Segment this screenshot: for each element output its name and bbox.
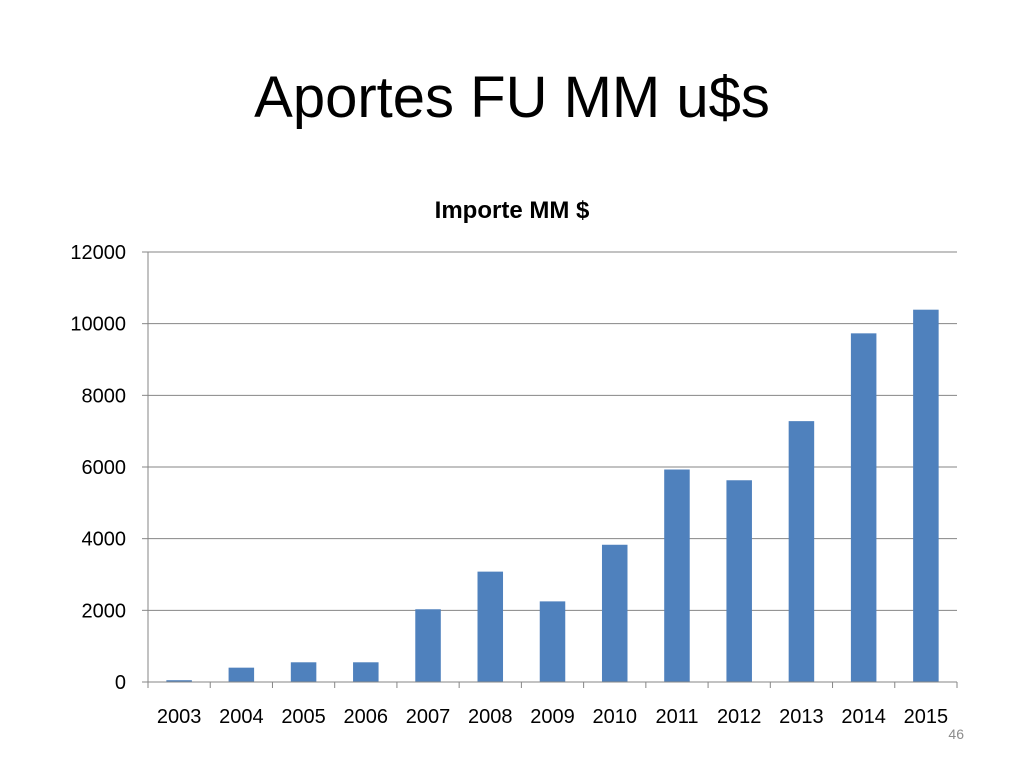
bar-2004 [228,667,255,682]
bar-2005 [290,662,317,682]
gridlines [148,251,957,611]
x-tick-label: 2010 [592,706,637,728]
x-tick-label: 2007 [406,706,451,728]
bar-2012 [726,480,752,682]
y-tick-label: 8000 [82,385,127,407]
bar-2009 [539,601,566,682]
x-tick-label: 2003 [157,706,202,728]
axes [142,251,958,688]
y-tick-label: 12000 [70,242,126,264]
x-tick-label: 2004 [219,706,264,728]
bar-2015 [913,309,939,682]
bar-2007 [415,609,441,682]
bar-2013 [788,421,815,682]
x-tick-label: 2005 [281,706,326,728]
x-tick-label: 2012 [717,706,762,728]
bar-2011 [664,469,690,682]
x-tick-label: 2014 [841,706,886,728]
bar-2010 [601,544,628,682]
y-tick-label: 4000 [82,529,127,551]
bar-2008 [477,571,504,682]
bar-2003 [166,680,192,682]
x-tick-label: 2013 [779,706,824,728]
y-tick-label: 6000 [82,457,127,479]
bar-2006 [353,662,379,682]
bar-2014 [850,333,877,682]
y-tick-label: 2000 [82,600,127,622]
chart-title: Importe MM $ [434,197,590,224]
tick-labels: 0 2000 4000 6000 8000 10000 12000 2003 2004 2005 2… [70,242,948,728]
x-tick-label: 2008 [468,706,513,728]
y-tick-label: 10000 [70,314,126,336]
y-tick-label: 0 [115,672,126,694]
x-tick-label: 2015 [904,706,949,728]
x-tick-label: 2009 [530,706,575,728]
slide-number: 46 [948,726,964,742]
bars [166,309,939,682]
x-tick-label: 2011 [655,706,698,728]
x-tick-label: 2006 [344,706,389,728]
slide-title: Aportes FU MM u$s [254,65,770,130]
